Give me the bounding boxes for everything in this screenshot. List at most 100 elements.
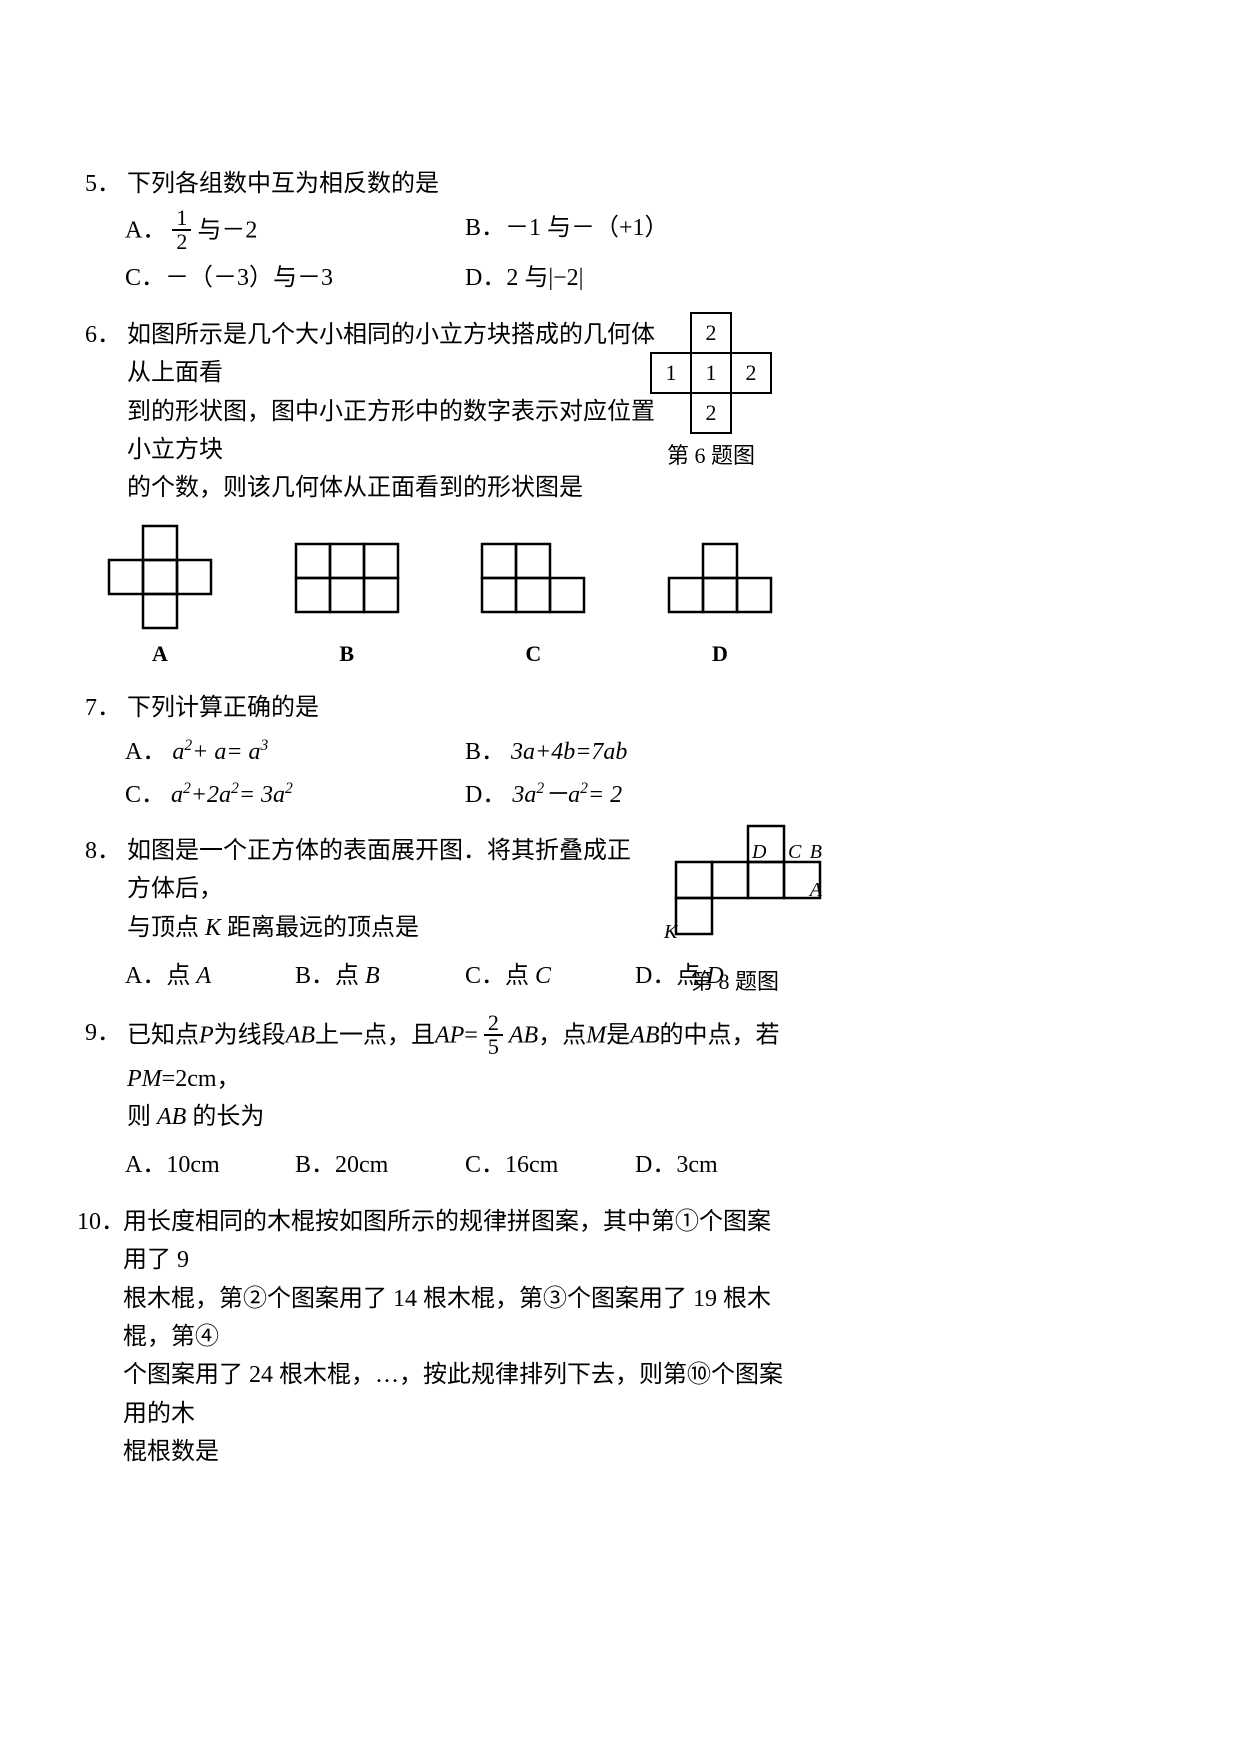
q8-number: 8． (85, 832, 121, 870)
cube-net-icon: D C B A K (640, 822, 830, 952)
q10-line4: 棍根数是 (123, 1439, 219, 1465)
question-9: 9． 已知点P为线段AB上一点，且AP= 2 5 AB，点M是AB的中点，若PM… (85, 1014, 805, 1185)
question-7: 7． 下列计算正确的是 A． a2+ a= a3 B． 3a+4b=7ab C．… (85, 689, 805, 814)
q7-opt-c: C． a2+2a2= 3a2 (125, 776, 465, 814)
q8-caption: 第 8 题图 (640, 964, 830, 999)
grid-cell: 1 (651, 353, 691, 393)
q8-b-pre: B．点 (295, 963, 365, 989)
q9-t1: 已知点 (127, 1022, 199, 1048)
grid-table: 2 1 1 2 2 (650, 312, 772, 434)
q6-line3: 的个数，则该几何体从正面看到的形状图是 (127, 475, 583, 501)
q6-line1: 如图所示是几个大小相同的小立方块搭成的几何体从上面看 (127, 322, 655, 386)
q6-shape-c: C (468, 520, 598, 671)
net-label-a: A (808, 879, 823, 901)
q9-ab2: AB (509, 1022, 538, 1048)
q7-number: 7． (85, 689, 121, 727)
net-label-c: C (788, 841, 802, 863)
q6-answer-shapes: A B (95, 520, 785, 671)
q5-opt-d: D．2 与|−2| (465, 259, 805, 297)
q5-a-label: A． (125, 218, 166, 244)
q10-line3: 个图案用了 24 根木棍，…，按此规律排列下去，则第⑩个图案用的木 (123, 1362, 783, 1426)
q6-line2: 到的形状图，图中小正方形中的数字表示对应位置小立方块 (127, 399, 655, 463)
q9-opt-a: A．10cm (125, 1146, 295, 1184)
q9-m: M (586, 1022, 606, 1048)
frac-den: 5 (484, 1036, 503, 1058)
q7-c-math: a2+2a2= 3a2 (171, 782, 293, 808)
q9-opt-d: D．3cm (635, 1146, 805, 1184)
q7-opt-d: D． 3a2－a2= 2 (465, 776, 805, 814)
fraction-icon: 2 5 (484, 1012, 503, 1058)
q10-line2: 根木棍，第②个图案用了 14 根木棍，第③个图案用了 19 根木棍，第④ (123, 1286, 771, 1350)
shape-d-icon (655, 520, 785, 630)
q9-options: A．10cm B．20cm C．16cm D．3cm (125, 1146, 805, 1184)
q9-t7: =2cm， (162, 1066, 241, 1092)
grid-cell: 2 (691, 313, 731, 353)
q7-a-math: a2+ a= a3 (172, 739, 268, 765)
shape-c-icon (468, 520, 598, 630)
q6-shape-a: A (95, 520, 225, 671)
q5-d-pre: D．2 与 (465, 265, 548, 291)
fraction-icon: 1 2 (172, 207, 191, 253)
abs-value: |−2| (548, 265, 583, 291)
q8-b-lbl: B (365, 963, 380, 989)
q9-opt-c: C．16cm (465, 1146, 635, 1184)
net-label-k: K (663, 921, 679, 943)
question-6: 6． 如图所示是几个大小相同的小立方块搭成的几何体从上面看 到的形状图，图中小正… (85, 316, 805, 671)
q10-body: 用长度相同的木棍按如图所示的规律拼图案，其中第①个图案用了 9 根木棍，第②个图… (123, 1203, 783, 1472)
q9-l2-pre: 则 (127, 1104, 157, 1130)
label-b: B (339, 641, 354, 666)
q5-a-tail: 与－2 (197, 218, 257, 244)
q9-number: 9． (85, 1014, 121, 1052)
shape-a-icon (95, 520, 225, 630)
q8-k: K (205, 915, 221, 941)
q9-t4: ，点 (538, 1022, 586, 1048)
q5-opt-a: A． 1 2 与－2 (125, 209, 465, 255)
q6-shape-b: B (282, 520, 412, 671)
q10-line1: 用长度相同的木棍按如图所示的规律拼图案，其中第①个图案用了 9 (123, 1209, 771, 1273)
q8-a-pre: A．点 (125, 963, 196, 989)
question-8: 8． 如图是一个正方体的表面展开图．将其折叠成正方体后， 与顶点 K 距离最远的… (85, 832, 805, 996)
q6-shape-d: D (655, 520, 785, 671)
q8-a-lbl: A (196, 963, 211, 989)
q6-number: 6． (85, 316, 121, 354)
q9-t3: 上一点，且 (315, 1022, 435, 1048)
q5-options: A． 1 2 与－2 B．－1 与－（+1） C．－（－3）与－3 D．2 与|… (125, 209, 805, 297)
q5-opt-b: B．－1 与－（+1） (465, 209, 805, 255)
net-label-d: D (751, 841, 767, 863)
q7-c-label: C． (125, 782, 165, 808)
q9-eq: = (464, 1022, 478, 1048)
q7-options: A． a2+ a= a3 B． 3a+4b=7ab C． a2+2a2= 3a2… (125, 733, 805, 814)
q9-body: 已知点P为线段AB上一点，且AP= 2 5 AB，点M是AB的中点，若PM=2c… (127, 1014, 797, 1137)
q8-opt-a: A．点 A (125, 957, 295, 995)
q9-pm: PM (127, 1066, 162, 1092)
q5-number: 5． (85, 165, 121, 203)
q8-line2-pre: 与顶点 (127, 915, 205, 941)
frac-num: 2 (484, 1012, 503, 1036)
q5-text: 下列各组数中互为相反数的是 (127, 165, 797, 203)
q8-opt-b: B．点 B (295, 957, 465, 995)
label-a: A (152, 641, 168, 666)
q6-caption: 第 6 题图 (650, 438, 772, 473)
grid-cell: 2 (691, 393, 731, 433)
label-d: D (712, 641, 728, 666)
q5-opt-c: C．－（－3）与－3 (125, 259, 465, 297)
q8-net-diagram: D C B A K 第 8 题图 (640, 822, 830, 1000)
q7-opt-b: B． 3a+4b=7ab (465, 733, 805, 771)
q8-opt-c: C．点 C (465, 957, 635, 995)
q7-d-label: D． (465, 782, 506, 808)
q8-line2-post: 距离最远的顶点是 (221, 915, 419, 941)
q9-l2-ab: AB (157, 1104, 186, 1130)
q7-b-label: B． (465, 739, 505, 765)
shape-b-icon (282, 520, 412, 630)
q7-d-math: 3a2－a2= 2 (512, 782, 622, 808)
question-10: 10． 用长度相同的木棍按如图所示的规律拼图案，其中第①个图案用了 9 根木棍，… (77, 1203, 805, 1472)
q8-body: 如图是一个正方体的表面展开图．将其折叠成正方体后， 与顶点 K 距离最远的顶点是 (127, 832, 647, 947)
q6-topview-diagram: 2 1 1 2 2 第 6 题图 (650, 312, 772, 473)
q8-c-lbl: C (535, 963, 551, 989)
q9-t5: 是 (606, 1022, 630, 1048)
label-c: C (525, 641, 541, 666)
frac-num: 1 (172, 207, 191, 231)
q9-ab3: AB (630, 1022, 659, 1048)
q7-a-label: A． (125, 739, 166, 765)
q6-body: 如图所示是几个大小相同的小立方块搭成的几何体从上面看 到的形状图，图中小正方形中… (127, 316, 667, 508)
